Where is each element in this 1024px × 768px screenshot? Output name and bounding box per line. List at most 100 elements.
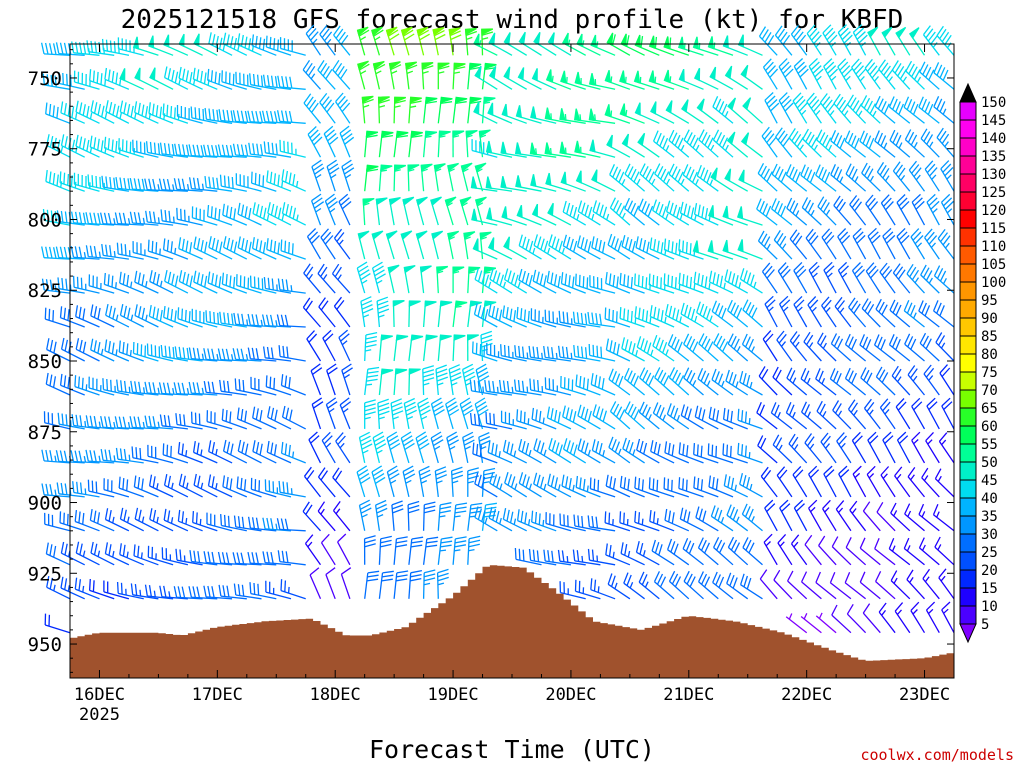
wind-barb [59,373,85,396]
wind-barb [471,139,498,158]
wind-barb [663,477,690,498]
wind-barb [619,307,645,328]
y-tick-label: 750 [28,68,62,90]
wind-barb [802,128,822,158]
wind-barb [386,431,401,464]
wind-barb [562,234,587,260]
colorbar-label: 80 [981,347,998,363]
wind-barb [668,129,690,158]
wind-barb [918,96,940,124]
wind-barb [648,70,675,90]
wind-barb [801,401,822,430]
wind-barb [543,549,571,566]
wind-barb [405,61,418,90]
wind-barb [422,501,436,531]
wind-barb [668,367,690,396]
wind-barb [437,536,453,565]
wind-barb [829,368,852,396]
wind-barb [529,142,557,158]
wind-barb [222,203,248,226]
wind-barb [302,501,321,532]
wind-barb [371,230,384,260]
wind-barb [926,193,940,226]
wind-barb [252,406,277,430]
wind-barb [737,442,763,464]
wind-barb [787,570,808,600]
wind-barb [103,580,130,600]
wind-barb [149,270,174,294]
wind-barb [779,295,793,328]
wind-barb [904,333,925,362]
wind-barb [892,161,911,192]
wind-barb [176,207,203,226]
wind-barb [129,416,159,430]
wind-barb [357,230,370,260]
wind-barb [726,131,749,158]
wind-barb [448,364,462,396]
wind-barb [265,375,292,396]
wind-barb [712,129,734,158]
wind-barb [237,202,262,226]
wind-barb [911,193,926,226]
wind-barb [863,398,881,430]
wind-barb [803,331,822,362]
wind-barb [115,447,144,464]
colorbar-swatch [959,461,977,481]
colorbar-label: 150 [981,95,1006,111]
wind-barb [894,466,911,498]
wind-barb [648,273,675,294]
wind-barb [903,537,925,566]
wind-barb [236,476,262,498]
wind-barb [148,102,174,124]
wind-barb [119,271,144,294]
wind-barb [262,346,292,362]
wind-barb [174,143,203,158]
colorbar-swatch [959,479,977,499]
wind-barb [75,338,100,362]
wind-barb [724,65,749,90]
wind-barb [775,127,793,158]
wind-barb [280,374,306,396]
wind-barb [576,33,601,56]
wind-barb [708,406,734,430]
wind-barb [531,203,557,226]
wind-barb [742,537,763,566]
wind-barb [60,576,85,600]
wind-barb [561,474,586,498]
colorbar-swatch [959,515,977,535]
wind-barb [134,507,159,532]
colorbar-swatch [959,533,977,553]
wind-barb [592,404,616,430]
wind-barb [206,204,233,226]
wind-barb [41,278,71,294]
wind-barb [415,230,428,260]
wind-barb [911,431,926,464]
wind-barb [560,272,586,294]
colorbar-label: 120 [981,203,1006,219]
wind-barb [280,441,306,464]
wind-barb [232,348,262,362]
wind-barb [635,541,660,566]
wind-barb [104,339,130,362]
credit-text[interactable]: coolwx.com/models [860,746,1014,764]
wind-barb [878,59,896,90]
wind-barb [147,239,174,260]
wind-barb [415,431,430,464]
wind-barb [408,96,422,124]
wind-barb [280,239,306,260]
wind-barb [233,583,262,600]
wind-barb [416,196,428,226]
wind-barb [446,431,460,464]
colorbar-swatch [959,191,977,211]
wind-barb [665,100,690,124]
wind-barb [45,102,71,124]
wind-barb [390,398,404,429]
wind-barb [604,511,631,532]
wind-barb [175,413,203,430]
wind-barb [90,541,115,566]
wind-barb [821,296,837,328]
wind-barb [712,96,734,124]
wind-barb [402,465,416,498]
wind-barb [247,313,277,328]
wind-barb [533,472,557,498]
